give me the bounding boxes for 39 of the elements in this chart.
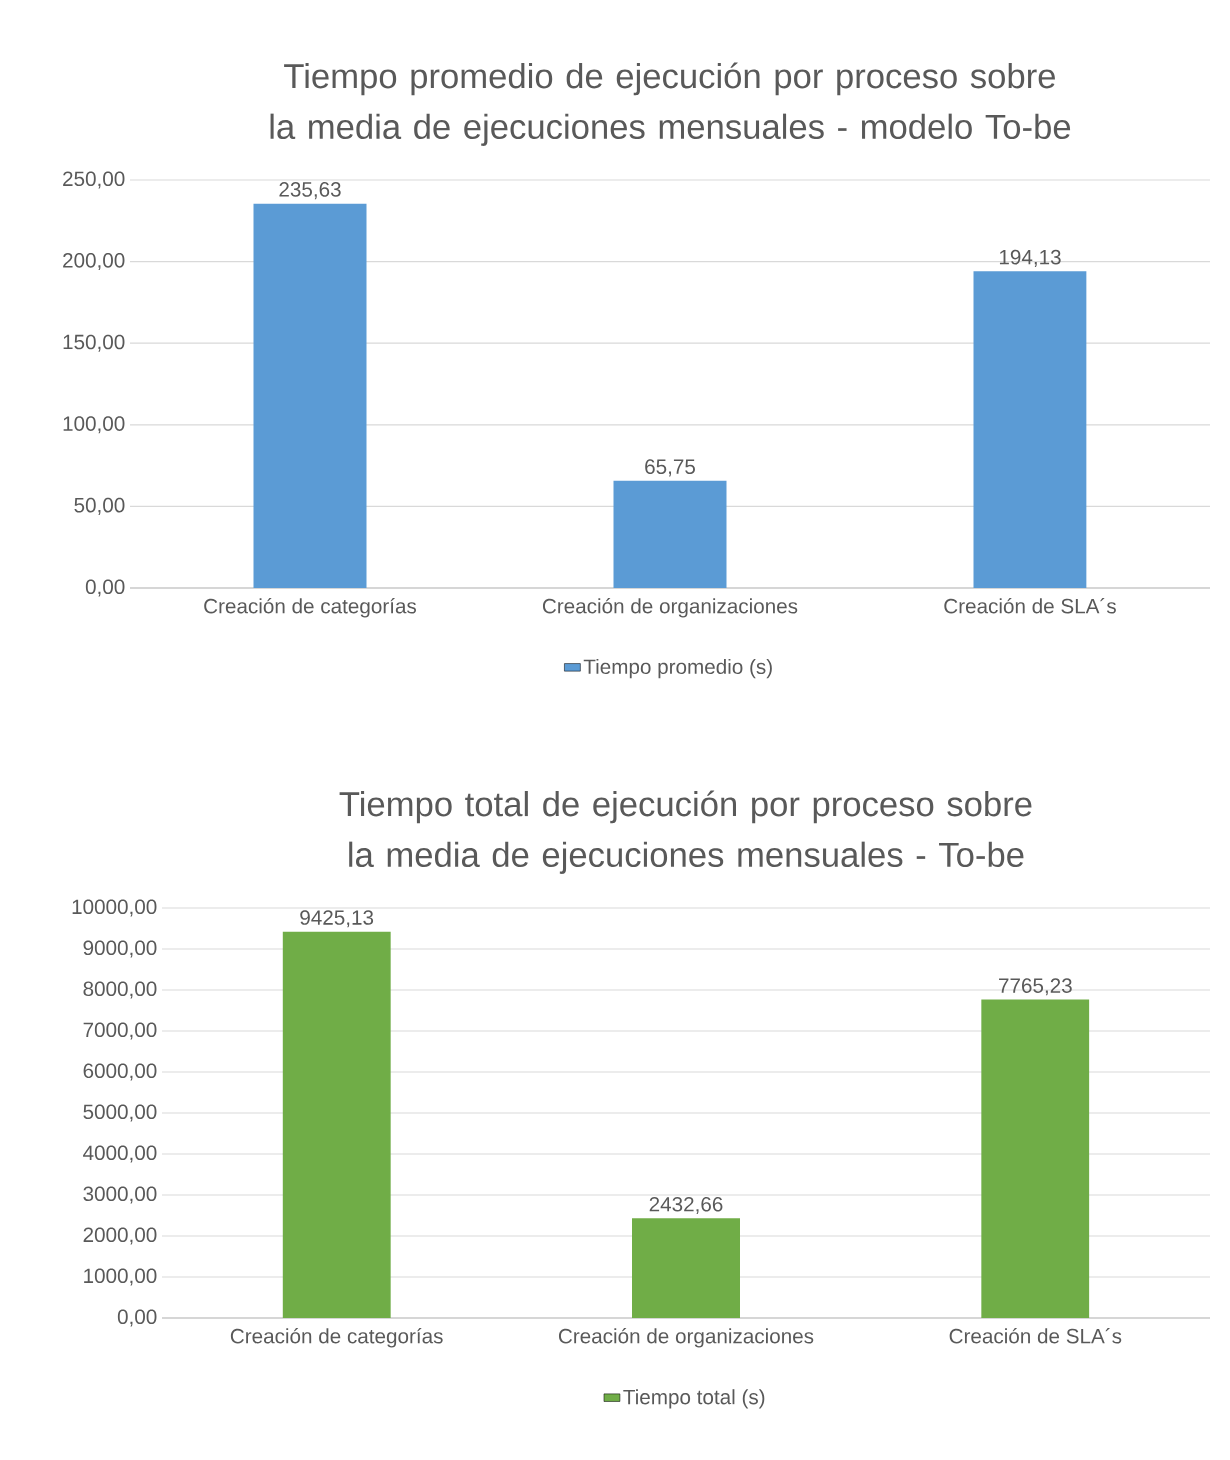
data-label: 7765,23 — [999, 978, 1072, 996]
y-tick-label: 5000,00 — [83, 1104, 157, 1122]
y-tick-label: 10000,00 — [72, 899, 157, 917]
chart-title: Tiempo promedio de ejecución por proceso sobre la media de ejecuciones mensuales - modelo To-be — [270, 62, 1071, 146]
x-tick-label: Creación de organizaciones — [542, 598, 798, 618]
y-tick-label: 250,00 — [63, 171, 125, 189]
data-label: 2432,66 — [649, 1196, 723, 1214]
bar — [981, 999, 1090, 1318]
y-tick-label: 4000,00 — [83, 1145, 157, 1163]
y-tick-label: 150,00 — [63, 334, 125, 352]
data-label: 194,13 — [999, 249, 1061, 267]
x-tick-label: Creación de categorías — [204, 598, 417, 618]
y-tick-label: 6000,00 — [83, 1063, 157, 1081]
y-tick-label: 2000,00 — [83, 1227, 157, 1245]
y-tick-label: 200,00 — [63, 253, 125, 271]
x-tick-label: Creación de organizaciones — [558, 1328, 814, 1348]
x-tick-label: Creación de categorías — [230, 1328, 443, 1348]
bar — [973, 271, 1087, 588]
y-tick-label: 8000,00 — [83, 981, 157, 999]
y-tick-label: 50,00 — [74, 497, 125, 515]
chart-title: Tiempo total de ejecución por proceso sobre la media de ejecuciones mensuales - To-be — [339, 790, 1032, 874]
y-tick-label: 100,00 — [63, 416, 125, 434]
y-tick-label: 0,00 — [85, 579, 125, 597]
bar — [282, 931, 391, 1318]
data-label: 9425,13 — [300, 910, 374, 928]
y-tick-label: 9000,00 — [83, 940, 157, 958]
data-label: 235,63 — [279, 182, 341, 200]
y-tick-label: 0,00 — [117, 1309, 157, 1327]
data-label: 65,75 — [645, 459, 695, 477]
legend-label: Tiempo total (s) — [623, 1389, 765, 1409]
bar — [613, 480, 727, 588]
y-tick-label: 7000,00 — [83, 1022, 157, 1040]
y-tick-label: 1000,00 — [84, 1268, 157, 1286]
bar — [632, 1218, 740, 1318]
y-tick-label: 3000,00 — [83, 1186, 157, 1204]
bar — [253, 203, 367, 588]
x-tick-label: Creación de SLA´s — [944, 598, 1116, 614]
x-tick-label: Creación de SLA´s — [949, 1328, 1122, 1344]
legend-label: Tiempo promedio (s) — [583, 658, 772, 679]
